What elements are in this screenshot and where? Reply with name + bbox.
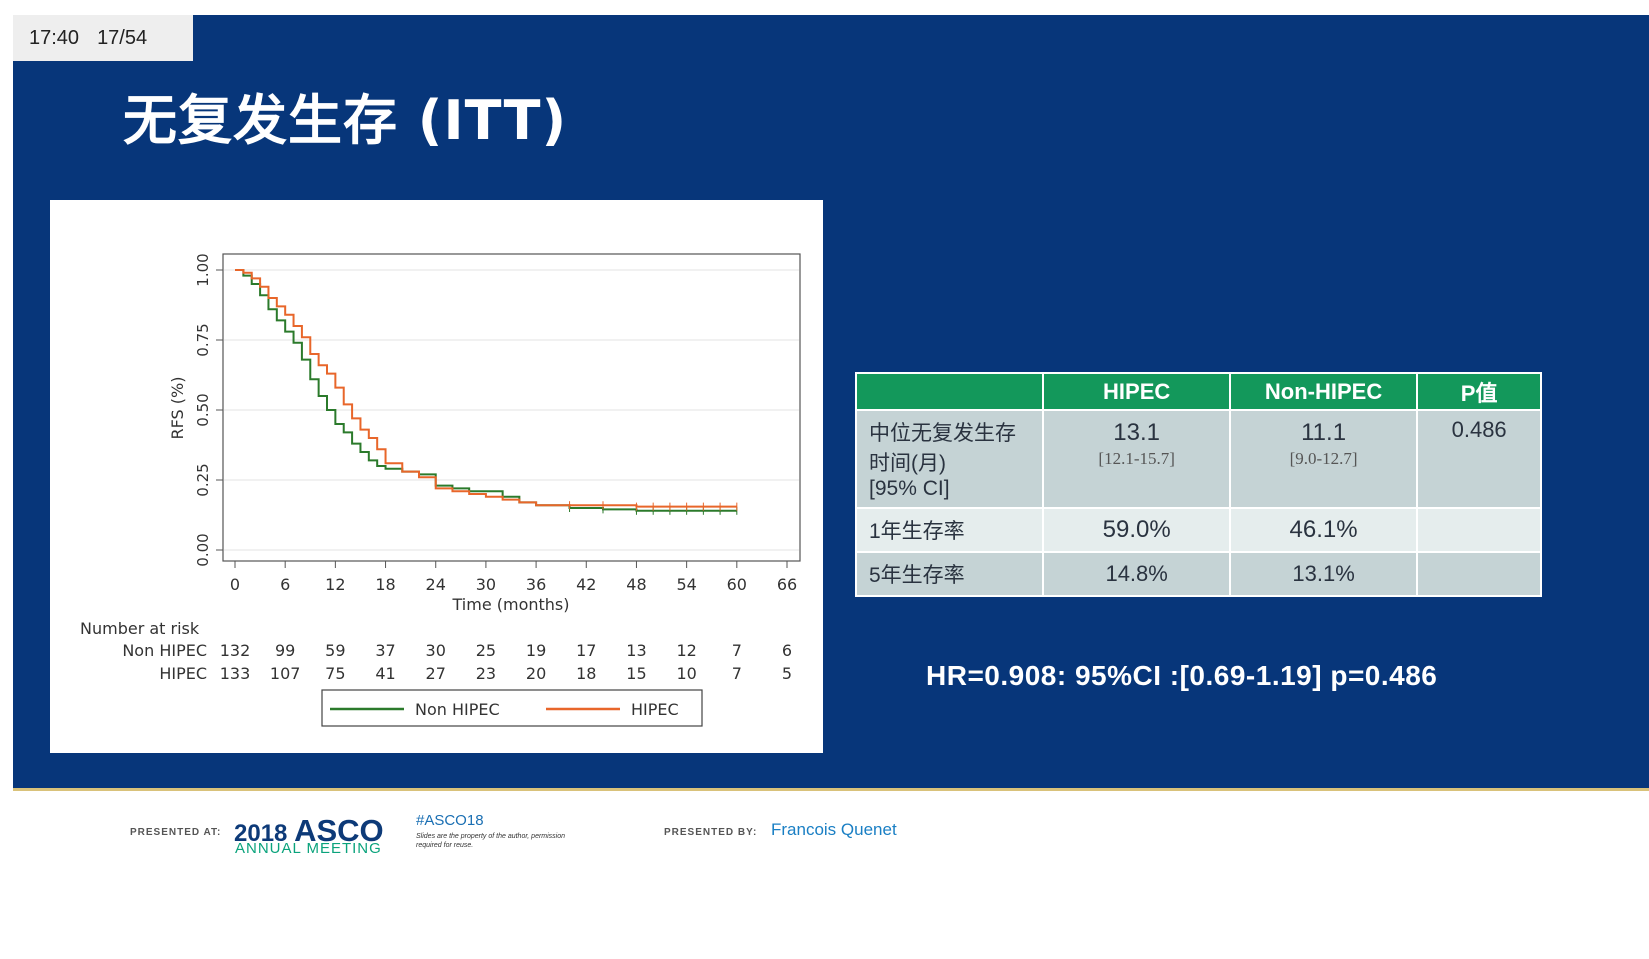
cell-non-hipec-5yr: 13.1%	[1228, 551, 1419, 597]
x-tick-label: 60	[727, 575, 747, 594]
x-tick-label: 24	[426, 575, 446, 594]
y-tick-label: 0.25	[194, 463, 212, 496]
risk-count: 99	[275, 641, 295, 660]
risk-count: 18	[576, 664, 596, 683]
risk-count: 27	[426, 664, 446, 683]
hipec-median-ci: [12.1-15.7]	[1098, 449, 1175, 468]
timer-box: 17:40 17/54	[13, 15, 193, 61]
plot-frame	[222, 253, 801, 562]
cell-non-hipec-median: 11.1 [9.0-12.7]	[1228, 409, 1419, 509]
y-tick-label: 0.00	[194, 533, 212, 566]
x-axis-label: Time (months)	[452, 595, 570, 614]
non-hipec-median-value: 11.1	[1301, 419, 1347, 446]
risk-count: 41	[375, 664, 395, 683]
row-label-5yr: 5年生存率	[854, 551, 1045, 597]
presented-by-label: PRESENTED BY:	[664, 827, 758, 838]
label-line: 中位无复发生存	[869, 422, 1016, 445]
copyright-note: Slides are the property of the author, p…	[416, 833, 566, 849]
x-tick-label: 6	[280, 575, 290, 594]
risk-count: 133	[220, 664, 251, 683]
risk-count: 107	[270, 664, 301, 683]
presented-at-label: PRESENTED AT:	[130, 827, 222, 838]
y-axis-label: RFS (%)	[168, 377, 187, 440]
risk-count: 30	[426, 641, 446, 660]
cell-hipec-5yr: 14.8%	[1042, 551, 1231, 597]
summary-table: HIPEC Non-HIPEC P值 中位无复发生存 时间(月) [95% CI…	[854, 372, 1542, 597]
slide-title: 无复发生存 (ITT)	[123, 89, 568, 152]
x-tick-label: 42	[576, 575, 596, 594]
hazard-ratio-text: HR=0.908: 95%CI :[0.69-1.19] p=0.486	[926, 660, 1438, 691]
x-tick-label: 48	[626, 575, 646, 594]
hashtag: #ASCO18	[416, 812, 484, 829]
cell-p-value: 0.486	[1416, 409, 1542, 509]
risk-count: 132	[220, 641, 251, 660]
label-line: 时间(月)	[869, 452, 946, 475]
risk-row-label: Non HIPEC	[122, 641, 207, 660]
header-hipec: HIPEC	[1042, 372, 1231, 411]
x-tick-label: 12	[325, 575, 345, 594]
row-1yr-survival: 1年生存率 59.0% 46.1%	[854, 507, 1542, 553]
risk-count: 75	[325, 664, 345, 683]
risk-count: 19	[526, 641, 546, 660]
x-tick-label: 66	[777, 575, 797, 594]
legend-label-non-hipec: Non HIPEC	[415, 700, 500, 719]
y-tick-label: 0.50	[194, 393, 212, 426]
cell-non-hipec-1yr: 46.1%	[1228, 507, 1419, 553]
km-chart: 0.00 0.25 0.50 0.75 1.00 0 6 12 18 24 30 36 42 48 54 6…	[80, 253, 801, 727]
risk-count: 23	[476, 664, 496, 683]
clock-time: 17:40	[29, 27, 80, 49]
risk-count: 12	[676, 641, 696, 660]
x-tick-label: 0	[230, 575, 240, 594]
cell-p-5yr	[1416, 551, 1542, 597]
row-label-1yr: 1年生存率	[854, 507, 1045, 553]
risk-count: 10	[676, 664, 696, 683]
risk-count: 17	[576, 641, 596, 660]
risk-count: 7	[732, 641, 742, 660]
km-curve-non-hipec	[235, 269, 737, 512]
risk-heading: Number at risk	[80, 619, 200, 638]
y-tick-label: 1.00	[194, 253, 212, 286]
risk-count: 25	[476, 641, 496, 660]
x-tick-label: 30	[476, 575, 496, 594]
footer-divider	[13, 788, 1649, 791]
row-median-rfs: 中位无复发生存 时间(月) [95% CI] 13.1 [12.1-15.7] …	[854, 409, 1542, 509]
header-empty	[854, 372, 1045, 411]
y-tick-label: 0.75	[194, 323, 212, 356]
x-tick-label: 54	[676, 575, 696, 594]
label-line: [95% CI]	[869, 477, 950, 500]
presenter-name: Francois Quenet	[771, 820, 897, 839]
slide-counter: 17/54	[97, 27, 148, 49]
risk-count: 6	[782, 641, 792, 660]
risk-count: 15	[626, 664, 646, 683]
risk-count: 13	[626, 641, 646, 660]
hipec-median-value: 13.1	[1113, 419, 1161, 446]
risk-count: 20	[526, 664, 546, 683]
cell-hipec-median: 13.1 [12.1-15.7]	[1042, 409, 1231, 509]
x-tick-label: 36	[526, 575, 546, 594]
legend-label-hipec: HIPEC	[631, 700, 679, 719]
asco-year: 2018	[234, 820, 288, 847]
cell-hipec-1yr: 59.0%	[1042, 507, 1231, 553]
header-p-value: P值	[1416, 372, 1542, 411]
km-curve-hipec	[235, 269, 737, 508]
cell-p-1yr	[1416, 507, 1542, 553]
row-label-median: 中位无复发生存 时间(月) [95% CI]	[854, 409, 1045, 509]
summary-header-row: HIPEC Non-HIPEC P值	[854, 372, 1542, 411]
km-chart-panel: 0.00 0.25 0.50 0.75 1.00 0 6 12 18 24 30 36 42 48 54 6…	[50, 200, 823, 753]
risk-count: 59	[325, 641, 345, 660]
risk-count: 5	[782, 664, 792, 683]
row-5yr-survival: 5年生存率 14.8% 13.1%	[854, 551, 1542, 597]
non-hipec-median-ci: [9.0-12.7]	[1289, 449, 1358, 468]
x-tick-label: 18	[375, 575, 395, 594]
asco-wordmark: ASCO	[294, 813, 384, 848]
header-non-hipec: Non-HIPEC	[1228, 372, 1419, 411]
risk-count: 7	[732, 664, 742, 683]
risk-row-label: HIPEC	[159, 664, 207, 683]
asco-annual-meeting: ANNUAL MEETING	[235, 840, 382, 857]
risk-count: 37	[375, 641, 395, 660]
asco-logo: 2018 ASCO	[234, 813, 384, 849]
